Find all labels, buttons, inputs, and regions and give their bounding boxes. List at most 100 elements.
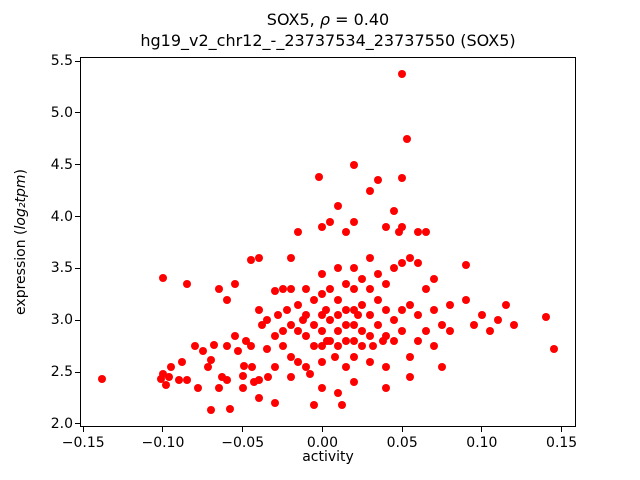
- scatter-point: [225, 405, 234, 414]
- scatter-point: [394, 228, 403, 237]
- scatter-point: [342, 336, 351, 345]
- scatter-point: [477, 311, 486, 320]
- scatter-point: [406, 300, 415, 309]
- x-tick-label: −0.10: [141, 435, 185, 451]
- scatter-point: [366, 186, 375, 195]
- scatter-point: [283, 305, 292, 314]
- scatter-point: [178, 357, 187, 366]
- scatter-point: [238, 383, 247, 392]
- title-gene: SOX5,: [266, 10, 320, 29]
- scatter-point: [541, 313, 550, 322]
- scatter-point: [485, 326, 494, 335]
- y-tick-label: 2.5: [50, 364, 73, 381]
- scatter-point: [302, 362, 311, 371]
- scatter-point: [318, 326, 327, 335]
- scatter-point: [342, 228, 351, 237]
- y-tick: [75, 60, 80, 62]
- y-tick-label: 2.0: [50, 415, 73, 432]
- scatter-point: [382, 362, 391, 371]
- scatter-point: [294, 228, 303, 237]
- scatter-point: [318, 383, 327, 392]
- scatter-point: [246, 256, 255, 265]
- scatter-point: [390, 336, 399, 345]
- scatter-point: [406, 373, 415, 382]
- scatter-point: [374, 269, 383, 278]
- scatter-point: [358, 342, 367, 351]
- scatter-point: [398, 222, 407, 231]
- scatter-point: [264, 373, 273, 382]
- scatter-point: [430, 274, 439, 283]
- scatter-point: [493, 316, 502, 325]
- y-tick: [75, 164, 80, 166]
- scatter-point: [240, 361, 249, 370]
- scatter-point: [342, 321, 351, 330]
- scatter-point: [469, 321, 478, 330]
- scatter-point: [402, 134, 411, 143]
- scatter-point: [158, 370, 167, 379]
- scatter-point: [414, 228, 423, 237]
- scatter-point: [366, 331, 375, 340]
- y-tick-label: 4.0: [50, 208, 73, 225]
- scatter-point: [254, 305, 263, 314]
- scatter-point: [222, 295, 231, 304]
- y-tick-label: 5.5: [50, 53, 73, 70]
- scatter-point: [286, 321, 295, 330]
- scatter-point: [358, 326, 367, 335]
- scatter-point: [337, 401, 346, 410]
- scatter-point: [446, 326, 454, 335]
- scatter-point: [374, 321, 383, 330]
- scatter-point: [342, 305, 351, 314]
- scatter-point: [366, 357, 375, 366]
- scatter-point: [342, 362, 351, 371]
- scatter-point: [262, 345, 271, 354]
- scatter-point: [190, 342, 199, 351]
- scatter-point: [369, 342, 378, 351]
- chart-title-line1: SOX5, ρ = 0.40: [80, 9, 576, 30]
- scatter-point: [254, 393, 263, 402]
- y-tick: [75, 267, 80, 269]
- scatter-point: [326, 285, 335, 294]
- scatter-point: [438, 321, 447, 330]
- y-tick-label: 3.5: [50, 260, 73, 277]
- scatter-point: [98, 375, 107, 384]
- scatter-point: [374, 295, 383, 304]
- scatter-point: [286, 285, 295, 294]
- x-tick-label: −0.15: [61, 435, 105, 451]
- x-tick: [162, 427, 164, 432]
- scatter-point: [302, 311, 311, 320]
- scatter-point: [414, 336, 423, 345]
- scatter-point: [305, 370, 314, 379]
- scatter-point: [382, 383, 391, 392]
- scatter-point: [366, 311, 375, 320]
- scatter-point: [217, 373, 226, 382]
- scatter-point: [241, 336, 250, 345]
- scatter-point: [249, 378, 258, 387]
- scatter-point: [214, 285, 223, 294]
- title-rho-symbol: ρ: [319, 10, 330, 29]
- scatter-point: [318, 269, 327, 278]
- scatter-point: [509, 321, 518, 330]
- scatter-point: [318, 357, 327, 366]
- scatter-point: [331, 352, 340, 361]
- scatter-point: [422, 285, 431, 294]
- scatter-point: [350, 285, 359, 294]
- scatter-point: [302, 285, 311, 294]
- scatter-point: [414, 259, 423, 268]
- chart-title-line2: hg19_v2_chr12_-_23737534_23737550 (SOX5): [140, 31, 516, 50]
- scatter-point: [350, 378, 359, 387]
- scatter-point: [310, 321, 319, 330]
- x-tick-label: 0.00: [306, 435, 338, 451]
- scatter-point: [334, 342, 343, 351]
- scatter-point: [414, 311, 423, 320]
- scatter-point: [254, 254, 263, 263]
- x-tick-label: 0.05: [386, 435, 418, 451]
- y-tick-label: 3.0: [50, 312, 73, 329]
- scatter-point: [430, 305, 439, 314]
- scatter-point: [501, 300, 510, 309]
- scatter-point: [286, 373, 295, 382]
- scatter-point: [422, 326, 431, 335]
- scatter-point: [350, 305, 359, 314]
- scatter-point: [318, 222, 327, 231]
- scatter-point: [350, 217, 359, 226]
- scatter-point: [321, 305, 330, 314]
